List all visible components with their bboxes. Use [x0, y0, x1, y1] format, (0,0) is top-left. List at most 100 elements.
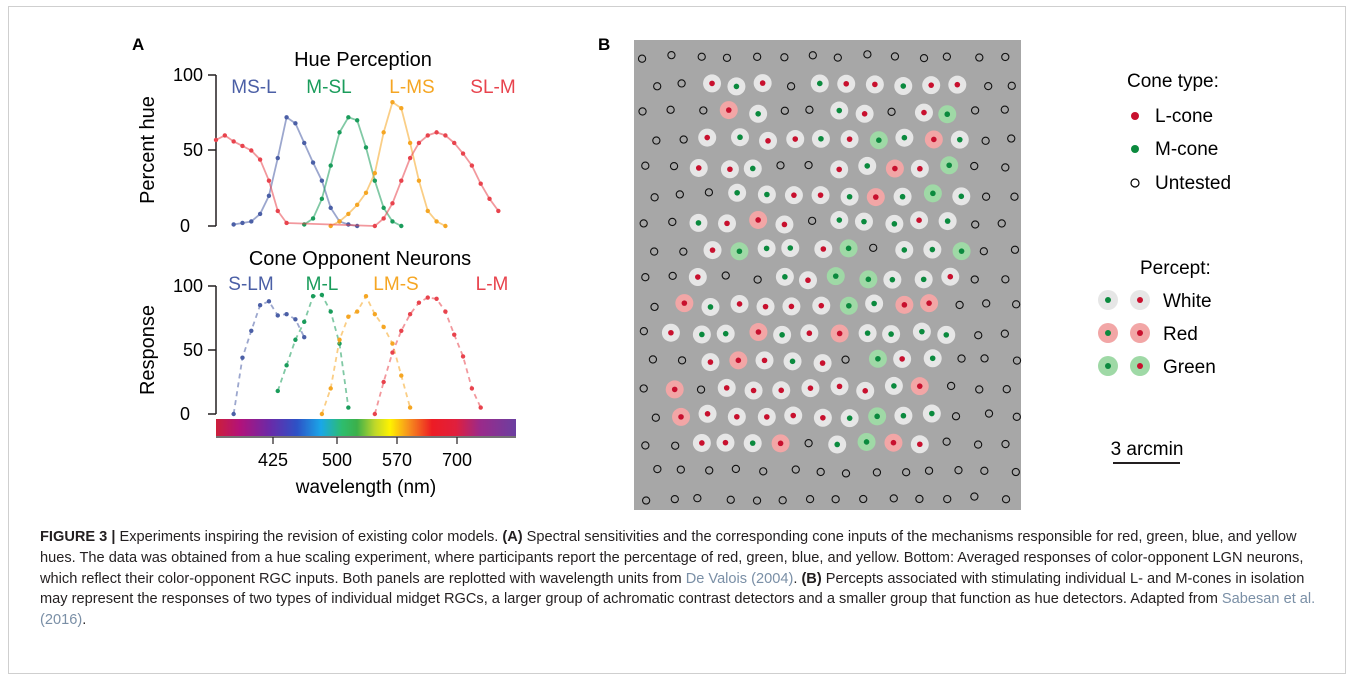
cone-m-l-point: [284, 363, 288, 367]
m-cone: [699, 332, 705, 338]
m-cone: [737, 248, 743, 254]
cone-lm-s-point: [390, 341, 394, 345]
m-cone: [946, 162, 952, 168]
hue-ms-l-point: [329, 206, 333, 210]
cone-m-l-point: [302, 320, 306, 324]
caption-b-text-2: .: [82, 612, 86, 628]
legend-untested-marker: [1131, 179, 1139, 187]
legend-l-cone-label: L-cone: [1155, 106, 1213, 127]
m-cone: [846, 246, 852, 252]
m-cone: [866, 277, 872, 283]
l-cone: [917, 166, 923, 172]
m-cone: [919, 329, 925, 335]
cone-lm-s-point: [364, 294, 368, 298]
l-cone: [704, 135, 710, 141]
m-cone: [861, 219, 867, 225]
m-cone: [782, 274, 788, 280]
l-cone: [917, 383, 923, 389]
l-cone: [807, 330, 813, 336]
m-cone: [833, 273, 839, 279]
l-cone: [921, 110, 927, 116]
l-cone: [899, 356, 905, 362]
l-cone: [928, 82, 934, 88]
cone-l-m-point: [434, 297, 438, 301]
l-cone: [892, 166, 898, 172]
hue-sl-m-point: [443, 133, 447, 137]
wl-tick-label-700: 700: [442, 450, 472, 470]
l-cone: [916, 217, 922, 223]
cone-series-label-s-lm: S-LM: [228, 274, 273, 295]
cone-s-lm-point: [302, 335, 306, 339]
cone-m-l-point: [346, 405, 350, 409]
hue-sl-m-point: [231, 139, 235, 143]
cone-lm-s-point: [381, 325, 385, 329]
cone-lm-s-point: [408, 405, 412, 409]
hue-sl-m-point: [258, 157, 262, 161]
hue-l-ms-point: [434, 219, 438, 223]
caption-b-tag: (B): [801, 571, 821, 587]
m-cone: [901, 247, 907, 253]
caption-ref-de-valois[interactable]: De Valois (2004): [686, 571, 794, 587]
hue-ms-l-point: [284, 115, 288, 119]
hue-m-sl-point: [355, 118, 359, 122]
legend-l-cone-marker: [1131, 112, 1139, 120]
m-cone: [708, 304, 714, 310]
l-cone: [778, 441, 784, 447]
hue-sl-m-point: [276, 209, 280, 213]
hue-series-label-sl-m: SL-M: [470, 77, 515, 98]
hue-ytick-label-100: 100: [173, 65, 203, 85]
m-cone: [958, 194, 964, 200]
l-cone: [705, 411, 711, 417]
l-cone: [709, 81, 715, 87]
m-cone: [957, 137, 963, 143]
cone-series-label-l-m: L-M: [476, 274, 509, 295]
cone-lm-s-curve: [322, 296, 410, 414]
hue-perception-plot: Hue Perception Percent hue 100 50 0 MS-L…: [137, 49, 516, 236]
m-cone: [901, 413, 907, 419]
l-cone: [682, 300, 688, 306]
hue-sl-m-point: [223, 133, 227, 137]
wavelength-label: wavelength (nm): [295, 477, 436, 498]
hue-sl-m-point: [496, 209, 500, 213]
hue-l-ms-curve: [331, 102, 446, 226]
m-cone: [891, 383, 897, 389]
m-cone: [847, 194, 853, 200]
legend-cone-title: Cone type:: [1127, 71, 1219, 92]
l-cone: [727, 166, 733, 172]
cone-l-m-point: [479, 405, 483, 409]
m-cone: [930, 247, 936, 253]
cone-lm-s-point: [329, 386, 333, 390]
l-cone: [765, 138, 771, 144]
cone-l-m-point: [452, 332, 456, 336]
hue-ms-l-point: [276, 156, 280, 160]
m-cone: [737, 134, 743, 140]
l-cone: [789, 304, 795, 310]
m-cone: [834, 442, 840, 448]
l-cone: [699, 440, 705, 446]
cone-series-label-lm-s: LM-S: [373, 274, 418, 295]
hue-ms-l-point: [302, 141, 306, 145]
m-cone: [734, 84, 740, 90]
l-cone: [862, 111, 868, 117]
spectrum-bar: [216, 419, 516, 436]
m-cone: [921, 277, 927, 283]
hue-l-ms-point: [381, 130, 385, 134]
legend-percept-title: Percept:: [1140, 258, 1211, 279]
hue-ytick-label-0: 0: [180, 216, 190, 236]
cone-l-m-point: [461, 354, 465, 358]
legend-white-l-dot: [1137, 297, 1143, 303]
l-cone: [762, 358, 768, 364]
l-cone: [820, 360, 826, 366]
l-cone: [821, 246, 827, 252]
l-cone: [818, 192, 824, 198]
hue-sl-m-point: [417, 141, 421, 145]
m-cone: [874, 414, 880, 420]
hue-m-sl-point: [364, 145, 368, 149]
l-cone: [763, 304, 769, 310]
m-cone: [930, 191, 936, 197]
hue-ms-l-point: [311, 160, 315, 164]
scale-bar-label: 3 arcmin: [1111, 439, 1184, 460]
l-cone: [708, 359, 714, 365]
l-cone: [818, 303, 824, 309]
m-cone: [930, 355, 936, 361]
